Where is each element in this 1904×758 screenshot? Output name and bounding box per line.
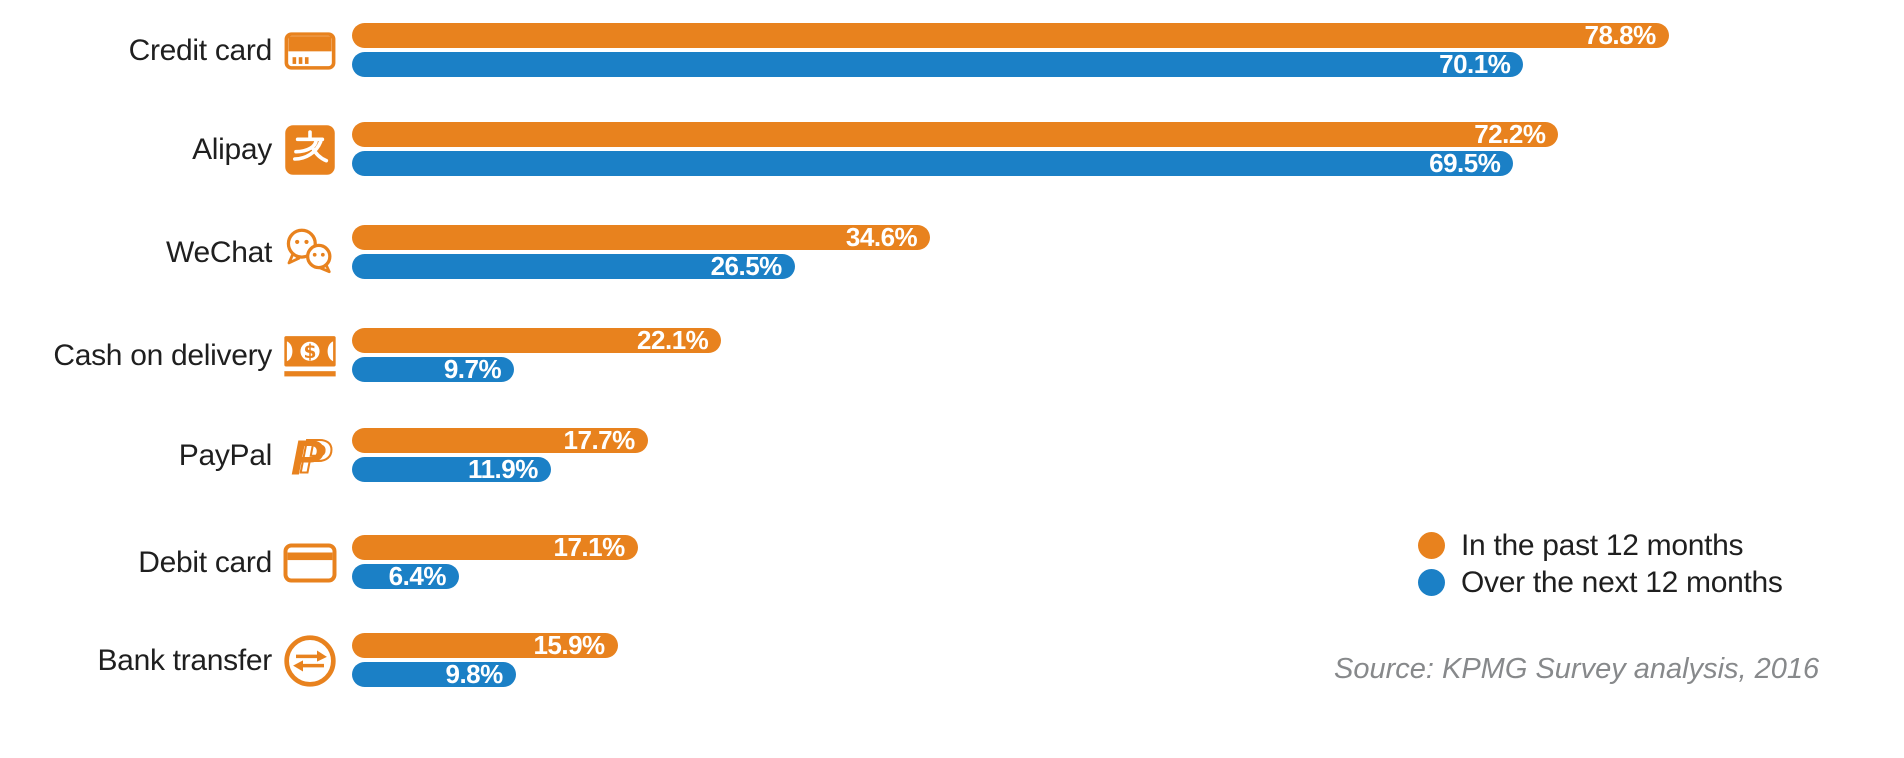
wechat-icon (282, 225, 338, 281)
credit-card-icon (282, 23, 338, 79)
bar-group: 72.2% 69.5% (352, 122, 1904, 177)
category-label: Cash on delivery (53, 338, 272, 372)
legend-item-past: In the past 12 months (1418, 527, 1783, 564)
bar-group: 78.8% 70.1% (352, 23, 1904, 78)
bar-past: 34.6% (352, 225, 931, 250)
bar-value-label: 11.9% (468, 457, 538, 482)
chart-row-credit-card: Credit card 78.8% 70.1% (0, 23, 1904, 78)
bar-group: 34.6% 26.5% (352, 225, 1904, 280)
chart-row-debit-card: Debit card 17.1% 6.4% (0, 535, 1904, 590)
cash-on-delivery-icon: $ (282, 328, 338, 384)
bar-value-label: 72.2% (1474, 122, 1546, 147)
bar-group: 15.9% 9.8% (352, 633, 1904, 688)
bar-next: 9.8% (352, 662, 516, 687)
chart-row-alipay: Alipay 72.2% 69.5% (0, 122, 1904, 177)
bar-next: 9.7% (352, 357, 515, 382)
bar-value-label: 78.8% (1584, 23, 1657, 48)
svg-text:P: P (291, 430, 325, 482)
bar-past: 72.2% (352, 122, 1559, 147)
legend: In the past 12 months Over the next 12 m… (1418, 527, 1783, 601)
bar-group: 22.1% 9.7% (352, 328, 1904, 383)
bar-next: 26.5% (352, 254, 795, 279)
bar-group: 17.1% 6.4% (352, 535, 1904, 590)
bar-next: 69.5% (352, 151, 1514, 176)
legend-label: In the past 12 months (1461, 528, 1744, 562)
bar-value-label: 9.8% (445, 662, 503, 687)
bar-value-label: 15.9% (533, 633, 605, 658)
legend-dot-blue (1418, 569, 1445, 596)
svg-text:P: P (300, 430, 332, 483)
bank-transfer-icon (282, 633, 338, 689)
bar-past: 78.8% (352, 23, 1669, 48)
chart-row-wechat: WeChat 34.6% 26.5% (0, 225, 1904, 280)
bar-value-label: 17.1% (553, 535, 626, 560)
category-label: Debit card (138, 545, 272, 579)
bar-past: 22.1% (352, 328, 722, 353)
legend-label: Over the next 12 months (1461, 565, 1783, 599)
bar-value-label: 22.1% (637, 328, 709, 353)
legend-item-next: Over the next 12 months (1418, 564, 1783, 601)
bar-value-label: 6.4% (388, 564, 447, 589)
chart-row-paypal: PayPal P P 17.7% 11.9% (0, 428, 1904, 483)
paypal-icon: P P (282, 428, 338, 484)
debit-card-icon (282, 535, 338, 591)
bar-value-label: 9.7% (443, 357, 502, 382)
bar-next: 11.9% (352, 457, 551, 482)
bar-value-label: 70.1% (1439, 52, 1511, 77)
bar-past: 17.1% (352, 535, 638, 560)
category-label: PayPal (178, 438, 273, 472)
chart-row-cash-on-delivery: Cash on delivery $ 22.1% 9.7% (0, 328, 1904, 383)
category-label: Alipay (192, 132, 272, 166)
bar-past: 17.7% (352, 428, 648, 453)
bar-value-label: 34.6% (845, 225, 918, 250)
bar-group: 17.7% 11.9% (352, 428, 1904, 483)
bar-next: 70.1% (352, 52, 1524, 77)
legend-dot-orange (1418, 532, 1445, 559)
bar-value-label: 69.5% (1429, 151, 1501, 176)
bar-next: 6.4% (352, 564, 459, 589)
category-label: Credit card (128, 33, 273, 67)
source-note: Source: KPMG Survey analysis, 2016 (1334, 653, 1820, 685)
bar-past: 15.9% (352, 633, 618, 658)
bar-value-label: 17.7% (563, 428, 636, 453)
bar-value-label: 26.5% (710, 254, 783, 279)
chart-row-bank-transfer: Bank transfer 15.9% 9.8% (0, 633, 1904, 688)
category-label: WeChat (165, 235, 272, 269)
alipay-icon (282, 122, 338, 178)
svg-text:$: $ (304, 341, 317, 362)
category-label: Bank transfer (97, 643, 272, 677)
